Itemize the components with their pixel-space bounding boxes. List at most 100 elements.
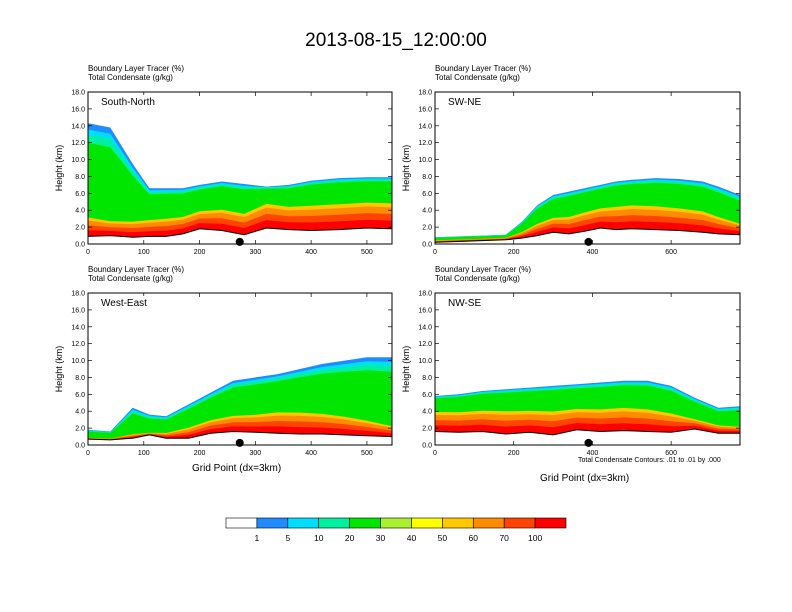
x-axis-label-west-east: Grid Point (dx=3km) — [192, 463, 282, 474]
y-tick-label: 2.0 — [422, 426, 432, 433]
y-tick-label: 16.0 — [418, 106, 432, 113]
y-tick-label: 10.0 — [71, 157, 85, 164]
y-tick-label: 0.0 — [75, 443, 85, 450]
panel-sw-ne: Boundary Layer Tracer (%)Total Condensat… — [401, 64, 741, 256]
site-marker — [584, 438, 593, 447]
panel-label-text: South-North — [101, 97, 155, 108]
colorbar-swatch — [287, 517, 320, 529]
y-tick-label: 14.0 — [418, 324, 432, 331]
colorbar-label: 50 — [438, 533, 448, 543]
tracer-field — [88, 357, 392, 445]
colorbar-swatch — [534, 517, 567, 529]
panel-label-text: West-East — [101, 298, 147, 309]
y-tick-label: 18.0 — [71, 90, 85, 97]
panel-header-line: Boundary Layer Tracer (%) — [88, 265, 184, 274]
x-tick-label: 200 — [194, 249, 206, 256]
y-axis-label: Height (km) — [401, 346, 411, 393]
y-tick-label: 8.0 — [422, 174, 432, 181]
panel-header-line: Boundary Layer Tracer (%) — [435, 64, 531, 73]
tracer-band-7 — [88, 426, 392, 440]
plot-frame — [87, 91, 393, 245]
colorbar-swatch — [442, 517, 474, 529]
y-tick-label: 14.0 — [418, 123, 432, 130]
y-tick-label: 12.0 — [71, 140, 85, 147]
y-tick-label: 4.0 — [75, 208, 85, 215]
terrain-line — [88, 227, 392, 238]
y-tick-label: 6.0 — [75, 191, 85, 198]
x-tick-label: 400 — [305, 249, 317, 256]
colorbar-label: 5 — [285, 533, 290, 543]
y-tick-label: 18.0 — [418, 291, 432, 298]
colorbar-label: 1 — [255, 533, 260, 543]
tracer-band-7 — [435, 221, 740, 243]
tracer-field — [88, 123, 392, 244]
y-tick-label: 6.0 — [422, 191, 432, 198]
colorbar-swatch — [349, 517, 381, 529]
x-tick-label: 300 — [249, 249, 261, 256]
y-tick-label: 8.0 — [75, 174, 85, 181]
y-tick-label: 4.0 — [422, 409, 432, 416]
y-tick-label: 18.0 — [418, 90, 432, 97]
x-tick-label: 600 — [665, 450, 677, 457]
panel-label: NW-SE — [443, 296, 505, 309]
panel-header-line: Total Condensate (g/kg) — [88, 73, 173, 82]
y-tick-label: 0.0 — [75, 242, 85, 249]
y-tick-label: 2.0 — [75, 225, 85, 232]
y-tick-label: 10.0 — [71, 358, 85, 365]
y-tick-label: 8.0 — [75, 375, 85, 382]
x-tick-label: 200 — [508, 450, 520, 457]
x-tick-label: 0 — [86, 450, 90, 457]
panel-header-line: Total Condensate (g/kg) — [88, 274, 173, 283]
y-axis-label: Height (km) — [54, 145, 64, 192]
y-tick-label: 4.0 — [422, 208, 432, 215]
colorbar: 1 5 10 20 30 40 50 60 70 100 — [225, 517, 567, 543]
colorbar-swatch — [256, 517, 289, 529]
y-tick-label: 2.0 — [422, 225, 432, 232]
colorbar-swatch — [380, 517, 412, 529]
panel-label-bg — [96, 95, 158, 108]
panel-label-bg — [443, 95, 505, 108]
panel-nw-se: Boundary Layer Tracer (%)Total Condensat… — [401, 265, 741, 457]
terrain-line — [435, 227, 740, 243]
panel-label-bg — [96, 296, 158, 309]
x-tick-label: 0 — [433, 450, 437, 457]
panel-header-line: Boundary Layer Tracer (%) — [88, 64, 184, 73]
colorbar-label: 10 — [314, 533, 324, 543]
x-tick-label: 200 — [194, 450, 206, 457]
panel-header-line: Boundary Layer Tracer (%) — [435, 265, 531, 274]
plot-frame — [434, 292, 741, 446]
y-tick-label: 16.0 — [71, 106, 85, 113]
panel-header-line: Total Condensate (g/kg) — [435, 73, 520, 82]
panel-label-text: NW-SE — [448, 298, 481, 309]
tracer-band-7 — [88, 219, 392, 238]
x-tick-label: 400 — [305, 450, 317, 457]
plot-frame — [434, 91, 741, 245]
y-tick-label: 10.0 — [418, 358, 432, 365]
x-tick-label: 400 — [587, 450, 599, 457]
y-tick-label: 12.0 — [418, 341, 432, 348]
y-tick-label: 12.0 — [71, 341, 85, 348]
panel-header-line: Total Condensate (g/kg) — [435, 274, 520, 283]
terrain-fill — [435, 228, 740, 244]
panel-label-text: SW-NE — [448, 97, 481, 108]
y-tick-label: 16.0 — [71, 307, 85, 314]
y-tick-label: 14.0 — [71, 324, 85, 331]
panel-west-east: Boundary Layer Tracer (%)Total Condensat… — [54, 265, 393, 457]
colorbar-label: 30 — [376, 533, 386, 543]
colorbar-label: 20 — [345, 533, 355, 543]
x-axis-label-nw-se: Grid Point (dx=3km) — [540, 473, 630, 484]
colorbar-label: 70 — [499, 533, 509, 543]
colorbar-swatch — [318, 517, 350, 529]
panel-label-bg — [443, 296, 505, 309]
tracer-field — [435, 380, 740, 445]
x-tick-label: 200 — [508, 249, 520, 256]
x-tick-label: 600 — [665, 249, 677, 256]
terrain-line — [88, 430, 392, 441]
tracer-field — [435, 178, 740, 244]
colorbar-label: 100 — [528, 533, 542, 543]
y-tick-label: 12.0 — [418, 140, 432, 147]
panel-south-north: Boundary Layer Tracer (%)Total Condensat… — [54, 64, 393, 256]
terrain-fill — [88, 431, 392, 445]
